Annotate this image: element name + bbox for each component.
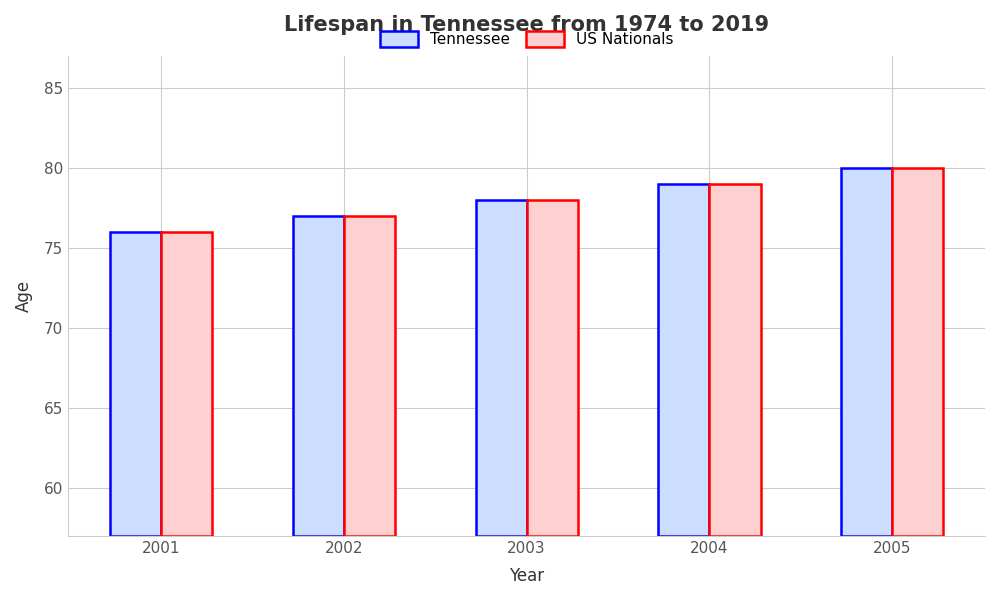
Bar xyxy=(658,184,709,536)
Title: Lifespan in Tennessee from 1974 to 2019: Lifespan in Tennessee from 1974 to 2019 xyxy=(284,15,769,35)
Legend: Tennessee, US Nationals: Tennessee, US Nationals xyxy=(374,25,680,53)
Y-axis label: Age: Age xyxy=(15,280,33,312)
Bar xyxy=(709,184,761,536)
Bar xyxy=(161,232,212,536)
Bar xyxy=(344,216,395,536)
Bar xyxy=(293,216,344,536)
Bar xyxy=(476,200,527,536)
Bar xyxy=(527,200,578,536)
Bar xyxy=(110,232,161,536)
X-axis label: Year: Year xyxy=(509,567,544,585)
Bar xyxy=(892,168,943,536)
Bar xyxy=(841,168,892,536)
